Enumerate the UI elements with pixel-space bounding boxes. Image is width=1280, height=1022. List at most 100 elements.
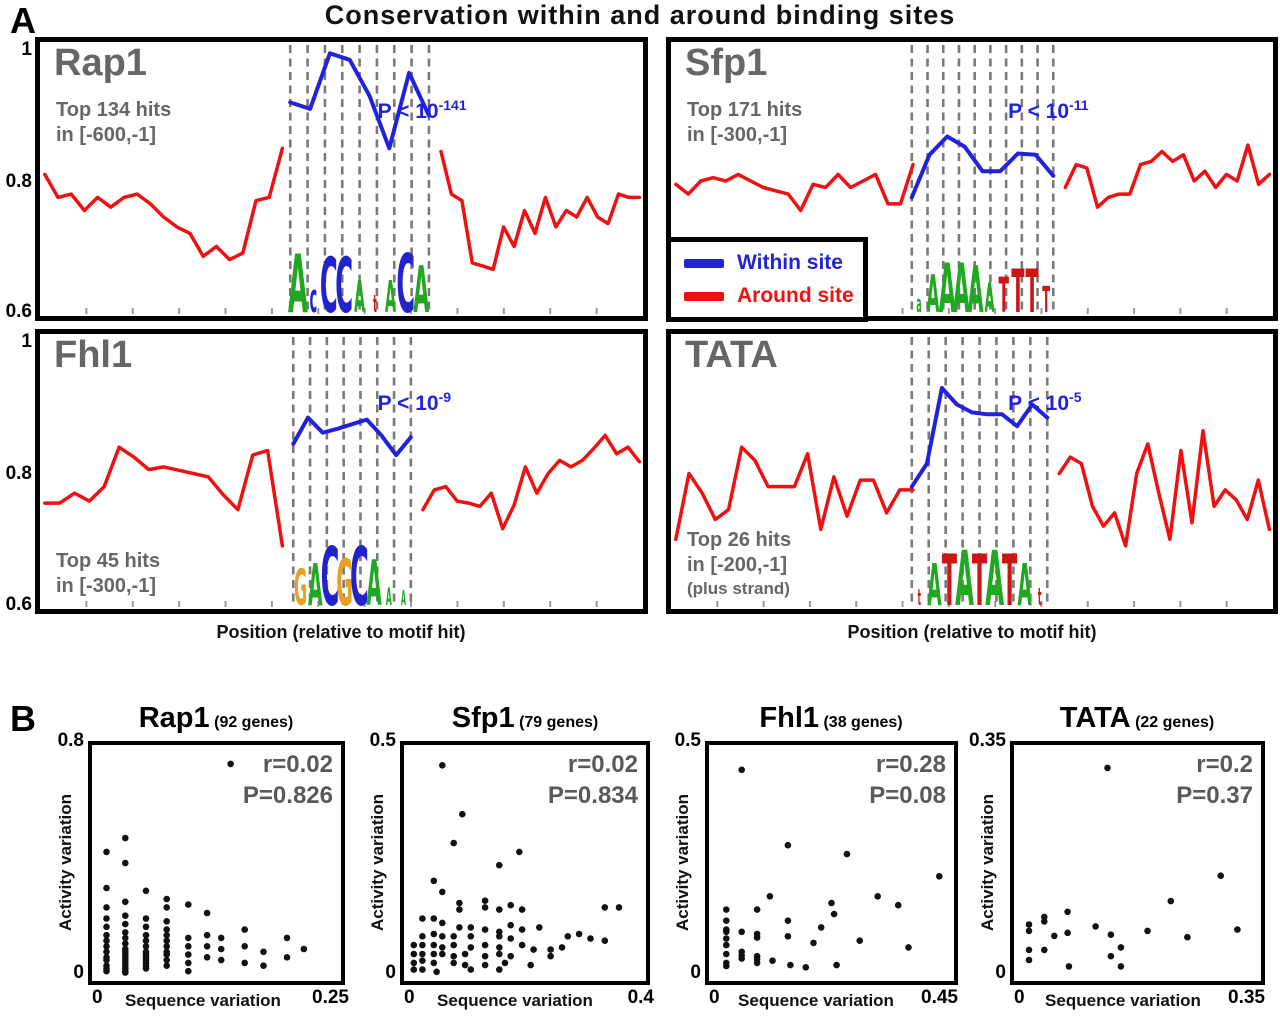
rap1-ytick-1: 1 bbox=[21, 39, 32, 60]
rap1-scatter-panel: r=0.02 P=0.826 bbox=[88, 741, 345, 985]
fhl1-ytick-08: 0.8 bbox=[5, 463, 32, 484]
fhl1-scatter-panel: r=0.28 P=0.08 bbox=[705, 741, 958, 985]
svg-text:A: A bbox=[927, 265, 940, 316]
svg-text:C: C bbox=[335, 243, 353, 316]
svg-text:A: A bbox=[401, 587, 406, 609]
sfp1-scatter-title: Sfp1 (79 genes) bbox=[451, 702, 599, 734]
svg-text:t: t bbox=[1038, 583, 1042, 609]
svg-text:C: C bbox=[350, 532, 369, 609]
rap1-pvalue: P < 10-141 bbox=[377, 96, 467, 123]
tata-y0-tick: 0 bbox=[995, 962, 1006, 983]
tata-scatter-title: TATA (22 genes) bbox=[1059, 702, 1215, 734]
svg-text:c: c bbox=[310, 276, 318, 316]
sfp1-stats: r=0.02 P=0.834 bbox=[547, 751, 638, 810]
svg-text:t: t bbox=[918, 585, 921, 609]
rap1-xlabel: Sequence variation bbox=[125, 991, 281, 1010]
svg-text:A: A bbox=[385, 272, 396, 316]
rap1-ytick-06: 0.6 bbox=[5, 301, 32, 322]
around-site-line-swatch bbox=[684, 291, 724, 301]
svg-text:A: A bbox=[927, 552, 942, 609]
svg-text:A: A bbox=[308, 552, 323, 609]
fhl1-x0-tick: 0 bbox=[709, 987, 720, 1008]
svg-text:A: A bbox=[955, 536, 974, 609]
tata-name: TATA bbox=[685, 334, 778, 376]
svg-text:T: T bbox=[999, 269, 1010, 316]
rap1-xmax-tick: 0.25 bbox=[312, 987, 349, 1008]
fhl1-pvalue: P < 10-9 bbox=[377, 389, 452, 415]
svg-text:T: T bbox=[972, 542, 988, 609]
fhl1-xlabel: Sequence variation bbox=[738, 991, 894, 1010]
svg-text:A: A bbox=[985, 536, 1004, 609]
left-x-axis-label: Position (relative to motif hit) bbox=[216, 622, 466, 642]
within-site-label: Within site bbox=[737, 251, 843, 274]
sfp1-scatter-panel: r=0.02 P=0.834 bbox=[400, 741, 650, 985]
fhl1-scatter-plot bbox=[723, 766, 943, 971]
svg-text:G: G bbox=[294, 559, 307, 609]
fhl1-name: Fhl1 bbox=[54, 334, 133, 376]
sfp1-xlabel: Sequence variation bbox=[437, 991, 593, 1010]
svg-text:T: T bbox=[1002, 542, 1018, 609]
fhl1-ytick-1: 1 bbox=[21, 331, 32, 352]
sfp1-ylabel: Activity variation bbox=[368, 794, 387, 932]
svg-text:A: A bbox=[968, 254, 984, 316]
rap1-scatter-title: Rap1 (92 genes) bbox=[138, 702, 294, 734]
tata-hits-info: Top 26 hits in [-200,-1] (plus strand) bbox=[687, 528, 792, 598]
within-site-line-swatch bbox=[684, 258, 724, 268]
sfp1-name: Sfp1 bbox=[685, 42, 768, 84]
tata-x0-tick: 0 bbox=[1014, 987, 1025, 1008]
svg-text:A: A bbox=[413, 254, 429, 316]
figure-title: Conservation within and around binding s… bbox=[324, 0, 956, 30]
fhl1-hits-info: Top 45 hits in [-300,-1] bbox=[56, 550, 161, 597]
sfp1-xmax-tick: 0.4 bbox=[627, 987, 654, 1008]
right-x-axis-label: Position (relative to motif hit) bbox=[847, 622, 1097, 642]
sfp1-hits-info: Top 171 hits in [-300,-1] bbox=[687, 99, 803, 146]
svg-text:T: T bbox=[1025, 257, 1038, 316]
svg-text:A: A bbox=[366, 547, 382, 609]
fhl1-ylabel: Activity variation bbox=[673, 794, 692, 932]
fhl1-y0-tick: 0 bbox=[690, 962, 701, 983]
rap1-hits-info: Top 134 hits in [-600,-1] bbox=[56, 99, 172, 146]
tata-pvalue: P < 10-5 bbox=[1008, 389, 1082, 415]
tata-scatter-plot bbox=[1025, 764, 1241, 970]
tata-ymax-tick: 0.35 bbox=[969, 730, 1006, 751]
svg-text:T: T bbox=[1011, 257, 1024, 316]
svg-text:A: A bbox=[354, 272, 365, 316]
svg-text:A: A bbox=[288, 239, 308, 316]
fhl1-stats: r=0.28 P=0.08 bbox=[869, 751, 946, 810]
sfp1-ymax-tick: 0.5 bbox=[369, 730, 396, 751]
sfp1-x0-tick: 0 bbox=[404, 987, 415, 1008]
fhl1-xmax-tick: 0.45 bbox=[921, 987, 958, 1008]
tata-xmax-tick: 0.35 bbox=[1228, 987, 1265, 1008]
svg-text:A: A bbox=[985, 276, 995, 316]
svg-text:C: C bbox=[396, 239, 415, 316]
fhl1-scatter-title: Fhl1 (38 genes) bbox=[759, 702, 903, 734]
rap1-name: Rap1 bbox=[54, 42, 147, 84]
rap1-x0-tick: 0 bbox=[92, 987, 103, 1008]
panel-b-label: B bbox=[10, 698, 36, 739]
svg-text:t: t bbox=[373, 290, 377, 316]
svg-text:G: G bbox=[336, 547, 353, 609]
sfp1-pvalue: P < 10-11 bbox=[1008, 96, 1089, 123]
svg-text:a: a bbox=[916, 290, 921, 316]
svg-text:A: A bbox=[386, 583, 392, 609]
fhl1-ymax-tick: 0.5 bbox=[674, 730, 701, 751]
legend: Within site Around site bbox=[666, 237, 868, 322]
svg-text:C: C bbox=[321, 532, 340, 609]
rap1-ytick-08: 0.8 bbox=[5, 171, 32, 192]
tata-scatter-panel: r=0.2 P=0.37 bbox=[1010, 741, 1265, 985]
svg-text:A: A bbox=[1018, 552, 1033, 609]
tata-ylabel: Activity variation bbox=[978, 794, 997, 932]
rap1-stats: r=0.02 P=0.826 bbox=[242, 751, 333, 810]
svg-text:A: A bbox=[953, 249, 970, 316]
svg-text:T: T bbox=[942, 542, 958, 609]
rap1-y0-tick: 0 bbox=[73, 962, 84, 983]
tata-xlabel: Sequence variation bbox=[1045, 991, 1201, 1010]
legend-within-row: Within site bbox=[684, 251, 863, 275]
rap1-scatter-plot bbox=[103, 760, 308, 976]
legend-around-row: Around site bbox=[684, 284, 863, 308]
